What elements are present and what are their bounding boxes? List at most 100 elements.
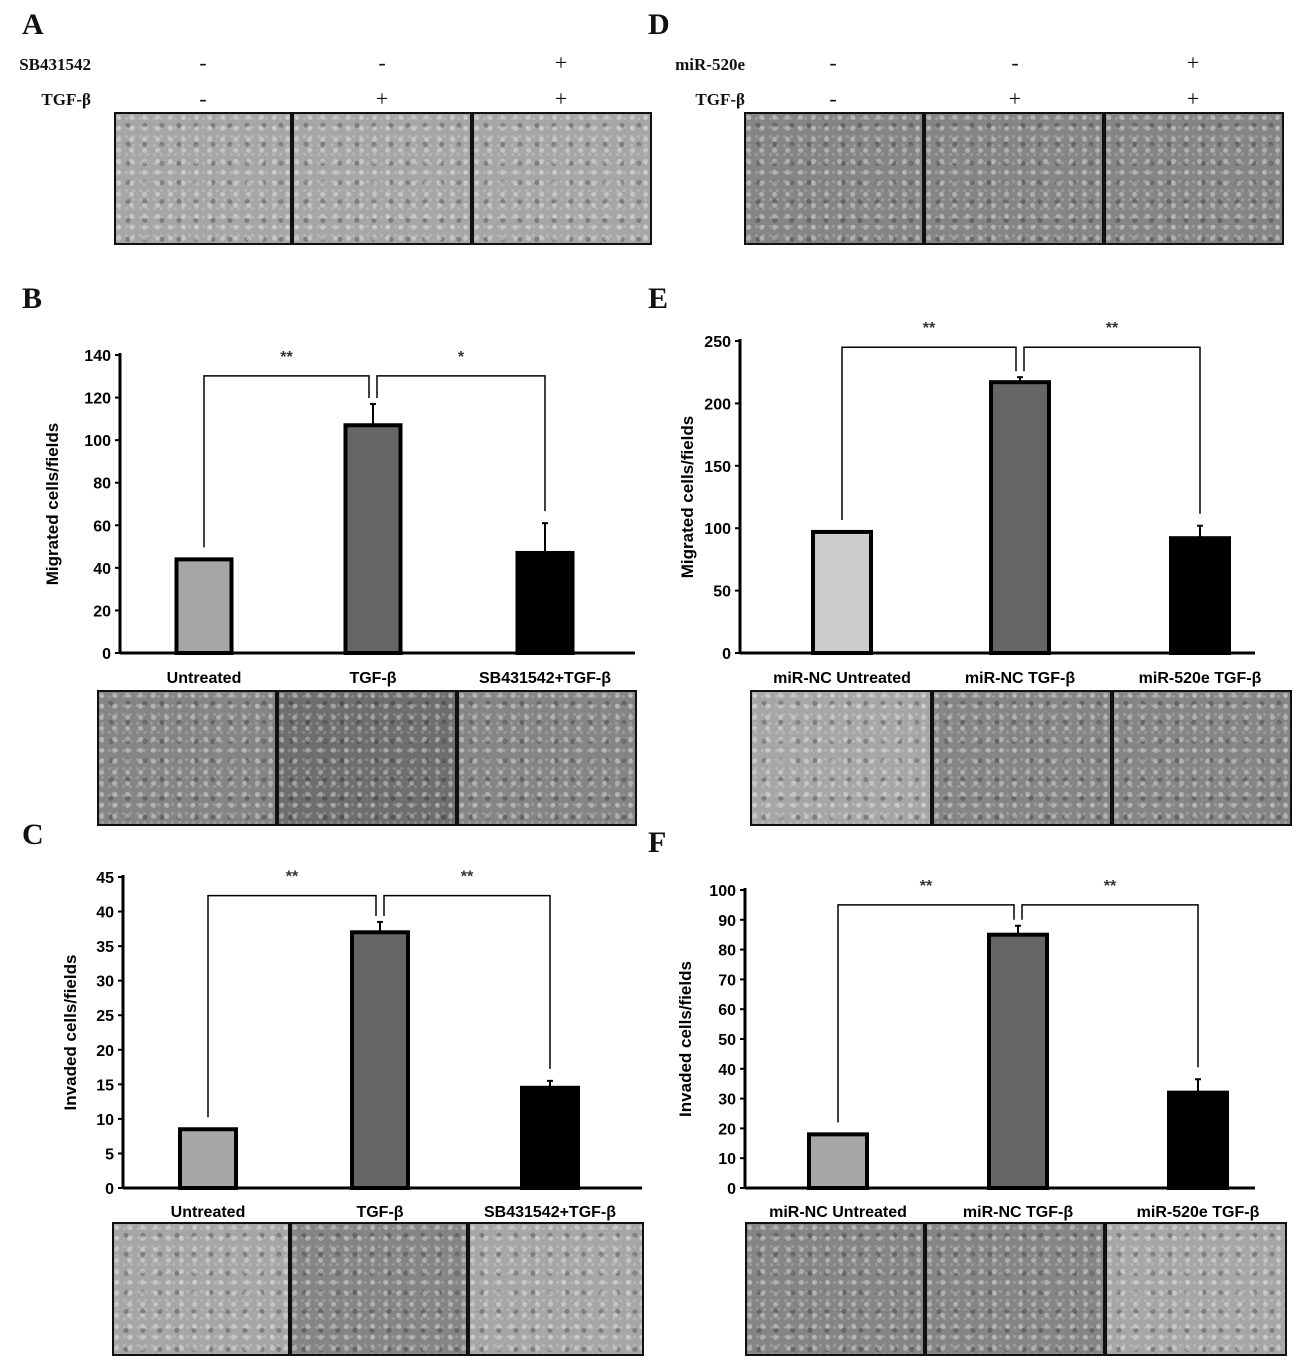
significance-bracket xyxy=(383,894,551,1069)
category-label: miR-NC TGF-β xyxy=(965,670,1075,687)
sign: + xyxy=(1008,86,1022,111)
y-tick-label: 80 xyxy=(718,943,736,960)
micrograph xyxy=(472,112,652,245)
significance-bracket xyxy=(1021,904,1199,1068)
bar xyxy=(350,930,410,1190)
micrograph xyxy=(924,112,1104,245)
significance-label: ** xyxy=(280,349,293,366)
row-label-tgfb: TGF-β xyxy=(41,90,91,109)
micrograph xyxy=(457,690,637,826)
y-tick-label: 120 xyxy=(84,391,111,408)
y-tick-label: 100 xyxy=(84,433,111,450)
significance-bracket xyxy=(837,904,1015,1123)
y-tick-label: 45 xyxy=(96,870,114,887)
bar xyxy=(989,380,1051,655)
bar xyxy=(807,1132,869,1190)
y-tick-label: 100 xyxy=(709,883,736,900)
panel-label-d: D xyxy=(648,8,670,41)
micrograph xyxy=(277,690,457,826)
bar xyxy=(515,550,575,656)
micrograph xyxy=(112,1222,290,1356)
micrograph xyxy=(290,1222,468,1356)
y-axis-label: Invaded cells/fields xyxy=(61,955,80,1111)
panel-label-f: F xyxy=(648,826,667,859)
y-tick-label: 25 xyxy=(96,1008,114,1025)
y-tick-label: 150 xyxy=(704,459,731,476)
y-tick-label: 0 xyxy=(722,646,731,663)
bar xyxy=(520,1085,580,1191)
category-label: miR-520e TGF-β xyxy=(1139,670,1262,687)
sign: - xyxy=(1011,50,1019,75)
micrograph xyxy=(1105,1222,1287,1356)
y-tick-label: 200 xyxy=(704,396,731,413)
category-label: SB431542+TGF-β xyxy=(484,1204,616,1221)
y-tick-label: 35 xyxy=(96,939,114,956)
y-tick-label: 80 xyxy=(93,476,111,493)
category-label: miR-520e TGF-β xyxy=(1137,1204,1260,1221)
significance-bracket xyxy=(1023,346,1201,514)
micrograph xyxy=(745,1222,925,1356)
micrograph xyxy=(932,690,1112,826)
micrograph xyxy=(292,112,472,245)
y-tick-label: 5 xyxy=(105,1146,114,1163)
panel-label-c: C xyxy=(22,818,44,851)
micrograph xyxy=(1104,112,1284,245)
bar xyxy=(987,932,1049,1191)
significance-label: ** xyxy=(923,320,936,337)
y-tick-label: 0 xyxy=(727,1181,736,1198)
significance-bracket xyxy=(203,375,370,548)
y-tick-label: 0 xyxy=(105,1181,114,1198)
y-tick-label: 10 xyxy=(96,1112,114,1129)
significance-label: ** xyxy=(1104,878,1117,895)
y-tick-label: 70 xyxy=(718,972,736,989)
micrograph xyxy=(925,1222,1105,1356)
significance-label: * xyxy=(458,349,465,366)
sign: - xyxy=(829,50,837,75)
y-tick-label: 10 xyxy=(718,1151,736,1168)
micrograph xyxy=(114,112,292,245)
y-tick-label: 15 xyxy=(96,1077,114,1094)
bar xyxy=(811,529,873,655)
y-tick-label: 30 xyxy=(96,974,114,991)
y-tick-label: 250 xyxy=(704,334,731,351)
micrograph xyxy=(97,690,277,826)
category-label: TGF-β xyxy=(349,670,396,687)
micrograph xyxy=(744,112,924,245)
bar xyxy=(178,1127,238,1191)
y-tick-label: 40 xyxy=(718,1062,736,1079)
sign: + xyxy=(375,86,389,111)
category-label: SB431542+TGF-β xyxy=(479,670,611,687)
bar xyxy=(1167,1090,1229,1191)
y-tick-label: 20 xyxy=(96,1043,114,1060)
sign: + xyxy=(1186,50,1200,75)
significance-bracket xyxy=(207,894,377,1118)
sign: - xyxy=(199,86,207,111)
sign: + xyxy=(554,86,568,111)
category-label: miR-NC Untreated xyxy=(773,670,911,687)
sign: + xyxy=(1186,86,1200,111)
bar xyxy=(343,423,403,655)
significance-bracket xyxy=(841,346,1017,520)
row-label-sb431542: SB431542 xyxy=(19,55,91,74)
y-tick-label: 20 xyxy=(93,603,111,620)
sign: - xyxy=(829,86,837,111)
y-tick-label: 40 xyxy=(96,905,114,922)
row-label-mir520e: miR-520e xyxy=(675,55,745,74)
micrograph xyxy=(750,690,932,826)
y-tick-label: 90 xyxy=(718,913,736,930)
y-tick-label: 60 xyxy=(718,1002,736,1019)
panel-label-e: E xyxy=(648,282,669,315)
row-label-tgfb: TGF-β xyxy=(695,90,745,109)
sign: - xyxy=(199,50,207,75)
category-label: miR-NC Untreated xyxy=(769,1204,907,1221)
y-tick-label: 50 xyxy=(718,1032,736,1049)
sign: + xyxy=(554,50,568,75)
significance-label: ** xyxy=(1106,320,1119,337)
y-tick-label: 20 xyxy=(718,1121,736,1138)
y-tick-label: 100 xyxy=(704,521,731,538)
significance-label: ** xyxy=(461,869,474,886)
significance-bracket xyxy=(376,375,546,512)
panel-label-a: A xyxy=(22,8,44,41)
